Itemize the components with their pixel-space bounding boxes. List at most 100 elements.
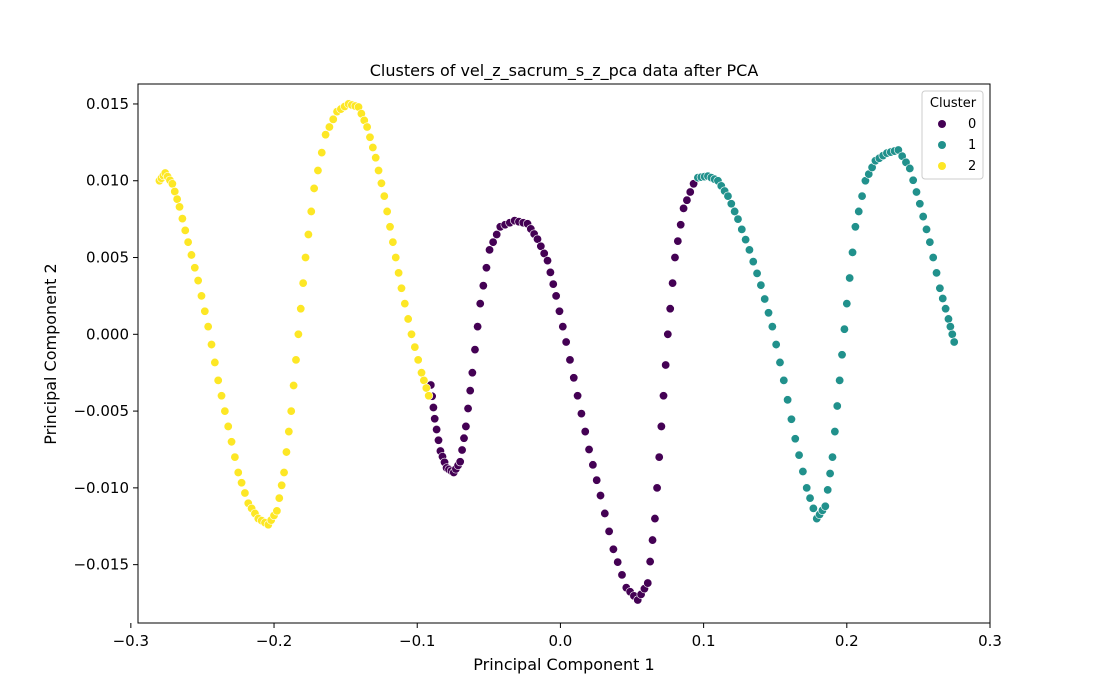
- scatter-point-cluster-0: [492, 229, 502, 239]
- scatter-point-cluster-2: [167, 179, 177, 189]
- scatter-point-cluster-0: [580, 427, 590, 437]
- scatter-point-cluster-0: [682, 195, 692, 205]
- scatter-point-cluster-1: [908, 175, 918, 185]
- scatter-point-cluster-0: [685, 187, 695, 197]
- legend-marker-0: [938, 120, 946, 128]
- scatter-point-cluster-0: [665, 304, 675, 314]
- scatter-point-cluster-1: [845, 273, 855, 283]
- scatter-point-cluster-1: [842, 299, 852, 309]
- scatter-point-cluster-2: [190, 263, 200, 273]
- scatter-point-cluster-0: [463, 404, 473, 414]
- scatter-point-cluster-1: [764, 308, 774, 318]
- scatter-point-cluster-0: [548, 279, 558, 289]
- legend-box: [921, 90, 984, 180]
- scatter-point-cluster-1: [805, 493, 815, 503]
- scatter-point-cluster-1: [928, 253, 938, 263]
- scatter-point-cluster-2: [183, 237, 193, 247]
- y-tick-label: 0.015: [86, 95, 129, 113]
- scatter-point-cluster-0: [679, 203, 689, 213]
- scatter-point-cluster-2: [277, 480, 287, 490]
- legend-marker-1: [938, 141, 946, 149]
- scatter-point-cluster-1: [752, 268, 762, 278]
- scatter-point-cluster-0: [488, 237, 498, 247]
- scatter-point-cluster-1: [741, 235, 751, 245]
- scatter-point-cluster-1: [854, 206, 864, 216]
- scatter-point-cluster-0: [543, 256, 553, 266]
- scatter-point-cluster-0: [545, 267, 555, 277]
- y-tick-label: 0.005: [86, 249, 129, 267]
- scatter-point-cluster-2: [230, 452, 240, 462]
- scatter-point-cluster-2: [233, 468, 243, 478]
- scatter-point-cluster-1: [827, 452, 837, 462]
- scatter-point-cluster-2: [298, 278, 308, 288]
- scatter-point-cluster-1: [941, 304, 951, 314]
- scatter-point-cluster-0: [481, 263, 491, 273]
- scatter-point-cluster-0: [643, 578, 653, 588]
- scatter-point-cluster-1: [726, 199, 736, 209]
- scatter-point-cluster-0: [608, 544, 618, 554]
- scatter-point-cluster-1: [825, 469, 835, 479]
- scatter-point-cluster-0: [600, 508, 610, 518]
- scatter-point-cluster-2: [291, 355, 301, 365]
- scatter-point-cluster-2: [223, 421, 233, 431]
- scatter-point-cluster-2: [170, 186, 180, 196]
- scatter-point-cluster-0: [584, 444, 594, 454]
- y-tick-label: 0.000: [86, 325, 129, 343]
- scatter-point-cluster-2: [240, 488, 250, 498]
- scatter-point-cluster-1: [835, 375, 845, 385]
- scatter-point-cluster-2: [374, 166, 384, 176]
- scatter-point-cluster-0: [461, 421, 471, 431]
- scatter-point-cluster-1: [938, 293, 948, 303]
- scatter-point-cluster-2: [237, 478, 247, 488]
- scatter-point-cluster-1: [779, 375, 789, 385]
- scatter-point-cluster-0: [475, 299, 485, 309]
- scatter-point-cluster-1: [945, 322, 955, 332]
- scatter-point-cluster-1: [947, 329, 957, 339]
- scatter-point-cluster-1: [949, 337, 959, 347]
- legend-title: Cluster: [930, 96, 977, 111]
- scatter-point-cluster-2: [317, 148, 327, 158]
- x-axis-label: Principal Component 1: [473, 655, 654, 674]
- scatter-point-cluster-0: [459, 433, 469, 443]
- scatter-point-cluster-2: [213, 375, 223, 385]
- scatter-point-cluster-0: [428, 402, 438, 412]
- scatter-point-cluster-2: [371, 153, 381, 163]
- y-tick-label: −0.005: [73, 402, 129, 420]
- scatter-point-cluster-2: [284, 427, 294, 437]
- x-tick-label: 0.3: [978, 632, 1002, 650]
- scatter-point-cluster-2: [424, 391, 434, 401]
- chart-title: Clusters of vel_z_sacrum_s_z_pca data af…: [370, 61, 759, 81]
- x-tick-label: 0.2: [835, 632, 859, 650]
- x-tick-label: 0.0: [548, 632, 572, 650]
- x-tick-label: −0.1: [399, 632, 435, 650]
- legend-label-2: 2: [968, 159, 976, 174]
- scatter-point-cluster-0: [656, 421, 666, 431]
- scatter-point-cluster-1: [820, 501, 830, 511]
- scatter-point-cluster-2: [403, 314, 413, 324]
- scatter-point-cluster-0: [588, 460, 598, 470]
- scatter-point-cluster-0: [473, 322, 483, 332]
- scatter-point-cluster-2: [227, 437, 237, 447]
- scatter-point-cluster-0: [573, 391, 583, 401]
- scatter-point-cluster-0: [604, 526, 614, 536]
- scatter-point-cluster-0: [645, 557, 655, 567]
- scatter-point-cluster-1: [808, 503, 818, 513]
- x-axis-ticks: −0.3 −0.2 −0.1 0.0 0.1 0.2 0.3: [113, 623, 1002, 650]
- scatter-point-cluster-2: [279, 468, 289, 478]
- scatter-point-cluster-1: [744, 245, 754, 255]
- scatter-point-cluster-1: [748, 257, 758, 267]
- scatter-point-cluster-0: [617, 570, 627, 580]
- legend-label-0: 0: [968, 117, 976, 132]
- legend: Cluster 0 1 2: [921, 90, 984, 180]
- scatter-point-cluster-2: [309, 183, 319, 193]
- scatter-point-cluster-1: [839, 324, 849, 334]
- scatter-point-cluster-0: [676, 220, 686, 230]
- scatter-point-cluster-2: [220, 406, 230, 416]
- y-tick-label: 0.010: [86, 172, 129, 190]
- scatter-point-cluster-2: [391, 253, 401, 263]
- scatter-point-cluster-2: [368, 142, 378, 152]
- scatter-point-cluster-2: [274, 493, 284, 503]
- scatter-point-cluster-0: [652, 483, 662, 493]
- scatter-point-cluster-1: [756, 280, 766, 290]
